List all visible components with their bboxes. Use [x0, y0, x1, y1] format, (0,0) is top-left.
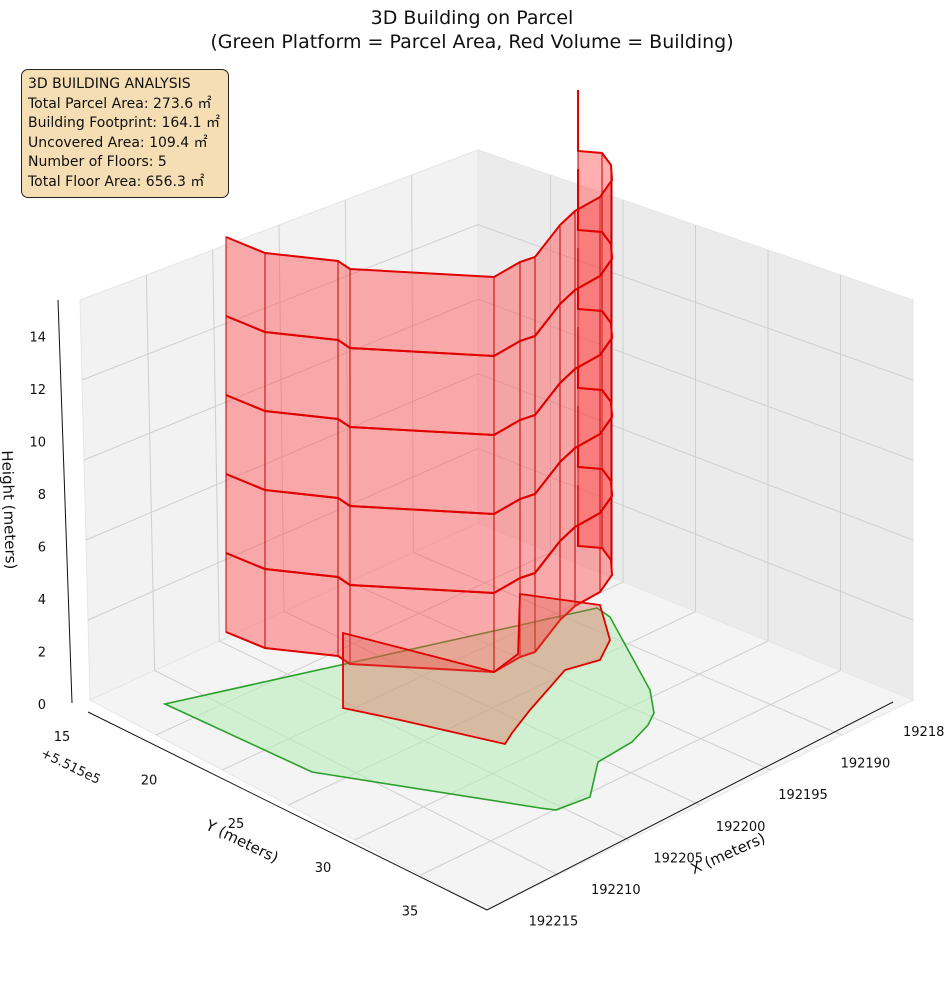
z-tick-label: 14: [29, 331, 46, 346]
wall-face: [519, 493, 536, 579]
grid-line: [85, 373, 914, 541]
z-tick-label: 2: [38, 646, 46, 661]
grid-line: [278, 224, 285, 612]
floor-4: [225, 169, 614, 437]
x-tick-label: 192200: [716, 820, 766, 835]
stats-line-floors: Number of Floors: 5: [28, 154, 167, 170]
x-tick-label: 192190: [841, 757, 891, 772]
stats-line-footprint: Building Footprint: 164.1 ㎡: [28, 115, 221, 131]
wall-face: [264, 568, 339, 657]
wall-face: [349, 268, 495, 357]
floor-2: [225, 327, 614, 595]
z-tick-label: 0: [38, 698, 46, 713]
x-tick-label: 192185: [903, 725, 944, 740]
wall-face: [337, 418, 351, 507]
wall-face: [337, 260, 351, 349]
floor-top-edge: [225, 90, 614, 279]
y-axis-line: [87, 711, 488, 911]
wall-face: [559, 446, 576, 543]
z-tick-label: 8: [38, 488, 46, 503]
floor-bottom-edge: [225, 406, 614, 595]
grid-line: [344, 199, 350, 583]
wall-face: [264, 331, 339, 420]
z-tick-label: 4: [38, 593, 46, 608]
stats-line-uncovered: Uncovered Area: 109.4 ㎡: [28, 134, 208, 151]
chart-title-block: 3D Building on Parcel (Green Platform = …: [0, 6, 944, 54]
wall-face: [264, 410, 339, 499]
grid-line: [212, 249, 220, 642]
wall-face: [577, 150, 603, 233]
z-tick-label: 12: [29, 383, 46, 398]
y-tick-label: 20: [141, 774, 158, 789]
y-tick-label: 25: [228, 817, 245, 832]
wall-face: [264, 252, 339, 341]
stats-line-floor-area: Total Floor Area: 656.3 ㎡: [28, 173, 205, 190]
parcel-polygon: [162, 607, 655, 811]
wall-face: [559, 209, 576, 306]
grid-line: [81, 224, 914, 381]
stats-heading: 3D BUILDING ANALYSIS: [28, 76, 191, 92]
grid-line: [411, 174, 414, 553]
parcel-area: [162, 607, 655, 811]
building-volume: [225, 90, 614, 746]
y-tick-label: 15: [54, 730, 71, 745]
z-axis-label: Height (meters): [0, 450, 20, 570]
z-tick-label: 6: [38, 541, 46, 556]
wall-face: [519, 414, 536, 500]
ground-block: [342, 592, 611, 746]
wall-face: [264, 489, 339, 578]
grid-line: [145, 274, 156, 671]
wall-face: [493, 261, 521, 357]
y-offset-label: +5.515e5: [38, 746, 102, 788]
floor-5: [225, 90, 614, 358]
wall-face: [493, 498, 521, 594]
wall-face: [601, 151, 612, 246]
wall-face: [493, 419, 521, 515]
wall-face: [559, 288, 576, 385]
z-tick-label: 10: [29, 436, 46, 451]
grid-line: [83, 298, 914, 461]
y-tick-label: 30: [315, 861, 332, 876]
grid-line: [420, 670, 841, 876]
wall-face: [519, 256, 536, 342]
grid-line: [87, 447, 914, 621]
chart-subtitle: (Green Platform = Parcel Area, Red Volum…: [210, 31, 734, 53]
x-axis-line: [486, 701, 894, 911]
stats-line-parcel-area: Total Parcel Area: 273.6 ㎡: [28, 95, 212, 112]
x-tick-label: 192205: [653, 851, 703, 866]
stats-box: 3D BUILDING ANALYSIS Total Parcel Area: …: [21, 69, 229, 198]
wall-face: [349, 505, 495, 594]
chart-title: 3D Building on Parcel: [370, 7, 574, 29]
x-tick-label: 192195: [778, 788, 828, 803]
wall-face: [349, 426, 495, 515]
axis-lines: [57, 299, 894, 911]
x-tick-label: 192215: [529, 915, 579, 930]
wall-face: [337, 497, 351, 586]
wall-face: [493, 340, 521, 436]
z-axis-line: [57, 299, 73, 704]
floor-bottom-edge: [225, 327, 614, 516]
wall-face: [337, 339, 351, 428]
floor-bottom-edge: [225, 169, 614, 358]
floor-bottom-edge: [225, 485, 614, 674]
x-tick-label: 192210: [591, 883, 641, 898]
y-tick-label: 35: [402, 904, 419, 919]
wall-face: [519, 335, 536, 421]
floor-bottom-edge: [225, 248, 614, 437]
wall-face: [559, 367, 576, 464]
wall-face: [349, 347, 495, 436]
